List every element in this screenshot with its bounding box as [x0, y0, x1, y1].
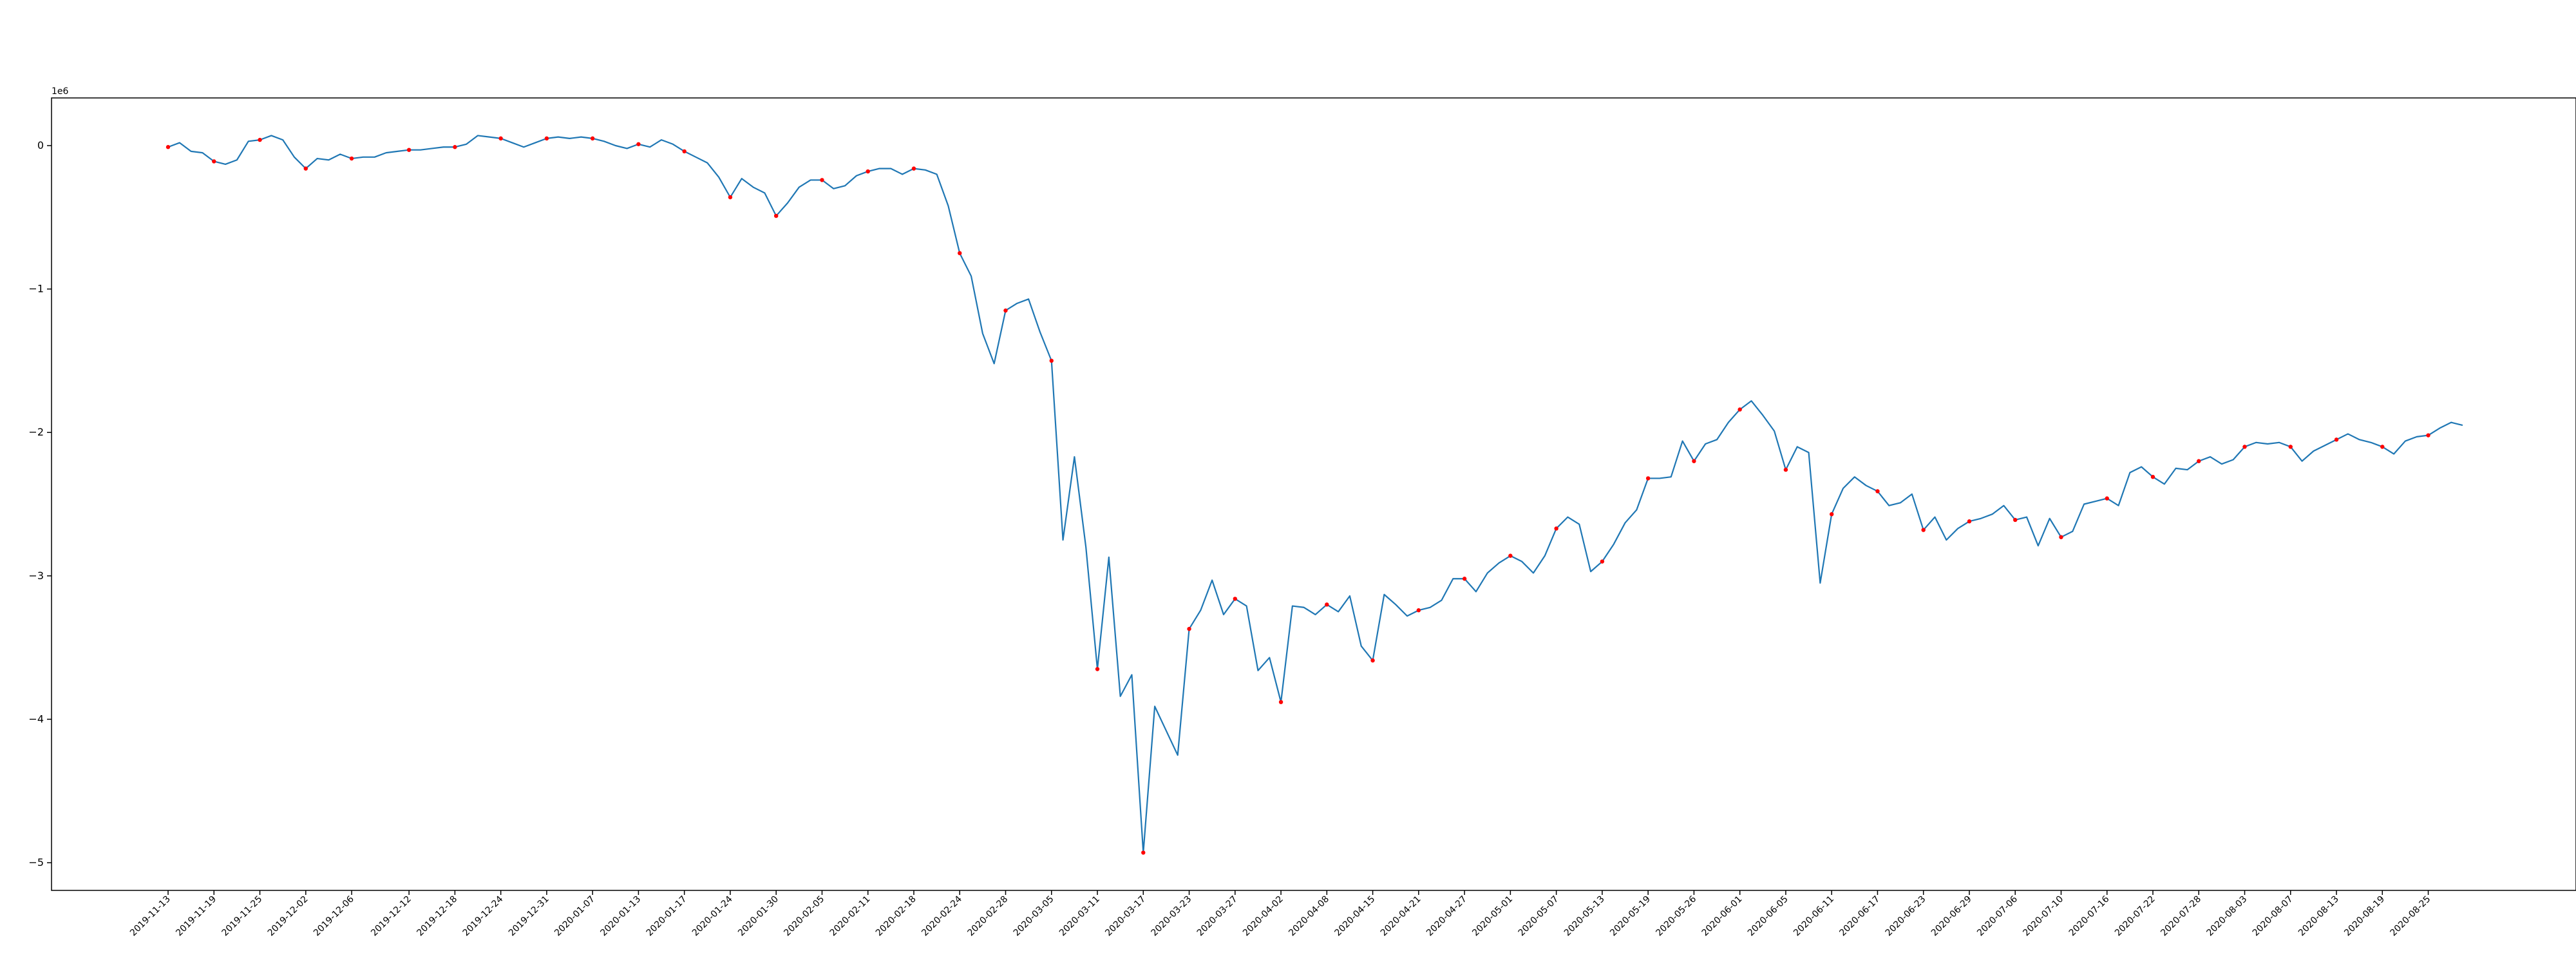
- series-marker: [636, 142, 641, 146]
- series-marker: [1049, 358, 1054, 363]
- series-marker: [2426, 433, 2430, 437]
- series-marker: [1462, 577, 1467, 581]
- y-tick-label: −1: [28, 283, 44, 295]
- series-marker: [2150, 475, 2155, 479]
- series-marker: [682, 149, 687, 154]
- series-marker: [1003, 308, 1008, 313]
- series-marker: [406, 148, 412, 152]
- series-marker: [212, 159, 216, 164]
- series-marker: [544, 136, 549, 141]
- series-marker: [1783, 467, 1788, 472]
- y-tick-label: 0: [37, 139, 44, 151]
- series-marker: [2013, 517, 2018, 523]
- series-marker: [1692, 459, 1696, 463]
- series-marker: [911, 166, 916, 171]
- series-marker: [1508, 553, 1513, 558]
- y-offset-text: 1e6: [52, 86, 69, 97]
- series-marker: [2197, 459, 2201, 463]
- series-marker: [1141, 850, 1146, 855]
- series-marker: [1233, 597, 1237, 601]
- series-line: [167, 135, 2463, 854]
- series-marker: [1095, 667, 1100, 671]
- series-marker: [258, 137, 262, 142]
- series-marker: [166, 145, 171, 149]
- series-marker: [303, 166, 308, 171]
- series-marker: [773, 213, 779, 218]
- series-marker: [453, 145, 457, 149]
- series-marker: [1921, 528, 1926, 532]
- series-marker: [1829, 512, 1834, 517]
- series-marker: [2242, 445, 2247, 449]
- series-marker: [590, 136, 595, 141]
- series-marker: [820, 178, 824, 182]
- series-marker: [1325, 602, 1329, 607]
- series-marker: [1967, 519, 1972, 524]
- series-marker: [1600, 559, 1605, 564]
- y-tick-label: −2: [28, 426, 44, 438]
- series-marker: [866, 169, 870, 174]
- series-marker: [2334, 437, 2339, 442]
- series-marker: [1645, 476, 1651, 481]
- series-marker: [958, 251, 962, 256]
- series-marker: [498, 136, 503, 141]
- y-tick-label: −3: [28, 570, 44, 582]
- series-marker: [2105, 496, 2109, 501]
- y-tick-label: −5: [28, 856, 44, 868]
- series-marker: [1278, 700, 1283, 704]
- series-marker: [2380, 445, 2385, 449]
- series-marker: [2059, 535, 2063, 539]
- series-marker: [1187, 626, 1191, 631]
- series-marker: [2288, 445, 2293, 449]
- series-marker: [349, 156, 354, 161]
- y-tick-label: −4: [28, 713, 44, 725]
- series-marker: [1875, 489, 1880, 494]
- series-marker: [1554, 526, 1558, 531]
- series-marker: [728, 195, 733, 200]
- plot-frame: [51, 97, 2576, 891]
- series-marker: [1416, 608, 1421, 613]
- series-marker: [1738, 407, 1742, 412]
- series-marker: [1370, 658, 1375, 663]
